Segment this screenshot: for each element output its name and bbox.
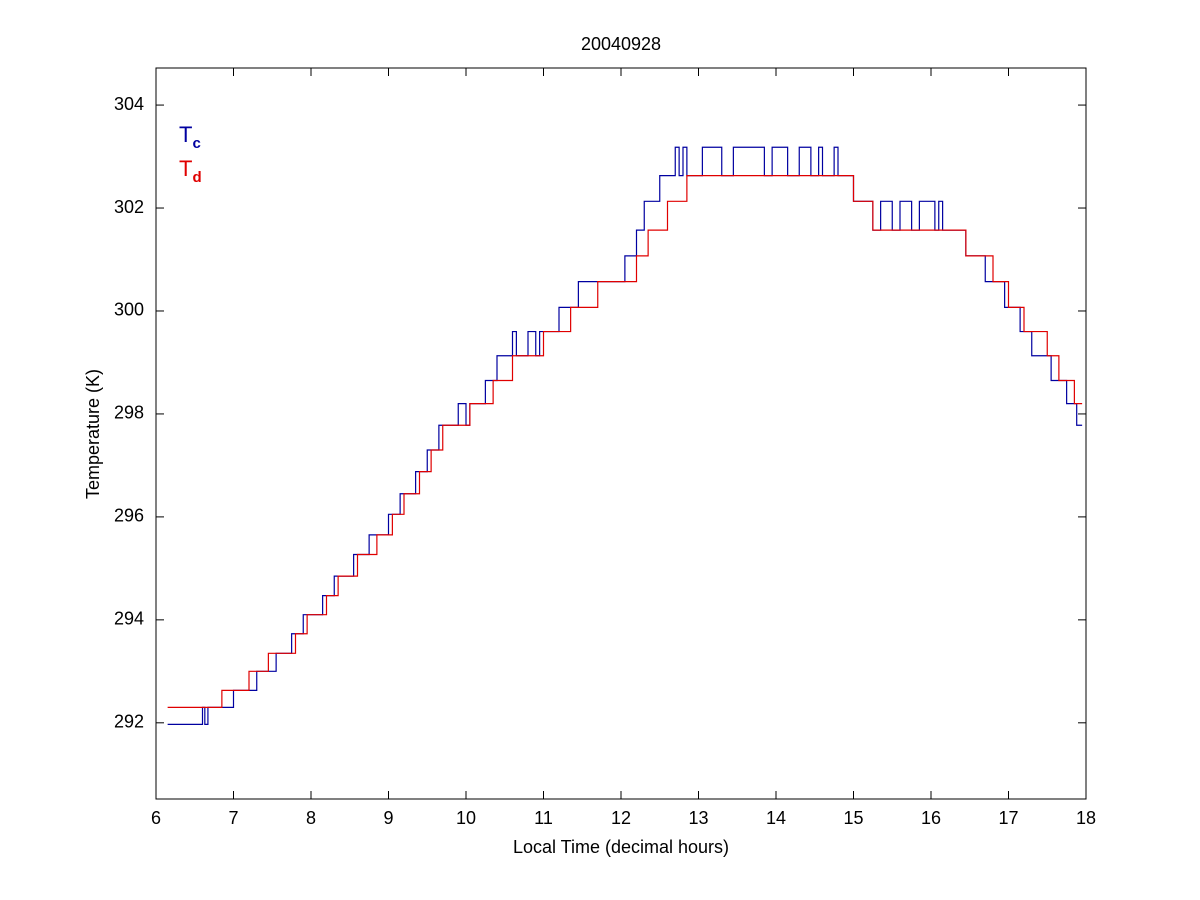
y-tick-label: 292: [114, 712, 144, 732]
y-tick-label: 294: [114, 609, 144, 629]
x-tick-label: 17: [998, 808, 1018, 828]
x-tick-label: 18: [1076, 808, 1096, 828]
legend-name: T: [179, 122, 192, 147]
legend-subscript: c: [192, 135, 200, 152]
legend-entry: Tc: [179, 122, 201, 152]
series-line: [167, 174, 1083, 708]
x-tick-label: 16: [921, 808, 941, 828]
legend-subscript: d: [192, 169, 201, 186]
x-tick-label: 12: [611, 808, 631, 828]
chart-title: 20040928: [581, 34, 661, 54]
legend-name: T: [179, 156, 192, 181]
x-tick-label: 7: [228, 808, 238, 828]
y-tick-label: 300: [114, 300, 144, 320]
x-tick-label: 8: [306, 808, 316, 828]
y-tick-label: 296: [114, 506, 144, 526]
legend-entry: Td: [179, 156, 202, 186]
plot-area: [155, 67, 1087, 800]
y-tick-label: 302: [114, 197, 144, 217]
x-tick-label: 11: [534, 808, 553, 828]
x-tick-label: 15: [843, 808, 863, 828]
x-tick-label: 14: [766, 808, 786, 828]
x-tick-label: 6: [151, 808, 161, 828]
y-tick-label: 304: [114, 94, 144, 114]
x-tick-label: 9: [383, 808, 393, 828]
x-tick-label: 13: [688, 808, 708, 828]
x-tick-label: 10: [456, 808, 476, 828]
x-axis-label: Local Time (decimal hours): [513, 837, 729, 857]
y-axis-label: Temperature (K): [83, 369, 103, 499]
y-tick-label: 298: [114, 403, 144, 423]
